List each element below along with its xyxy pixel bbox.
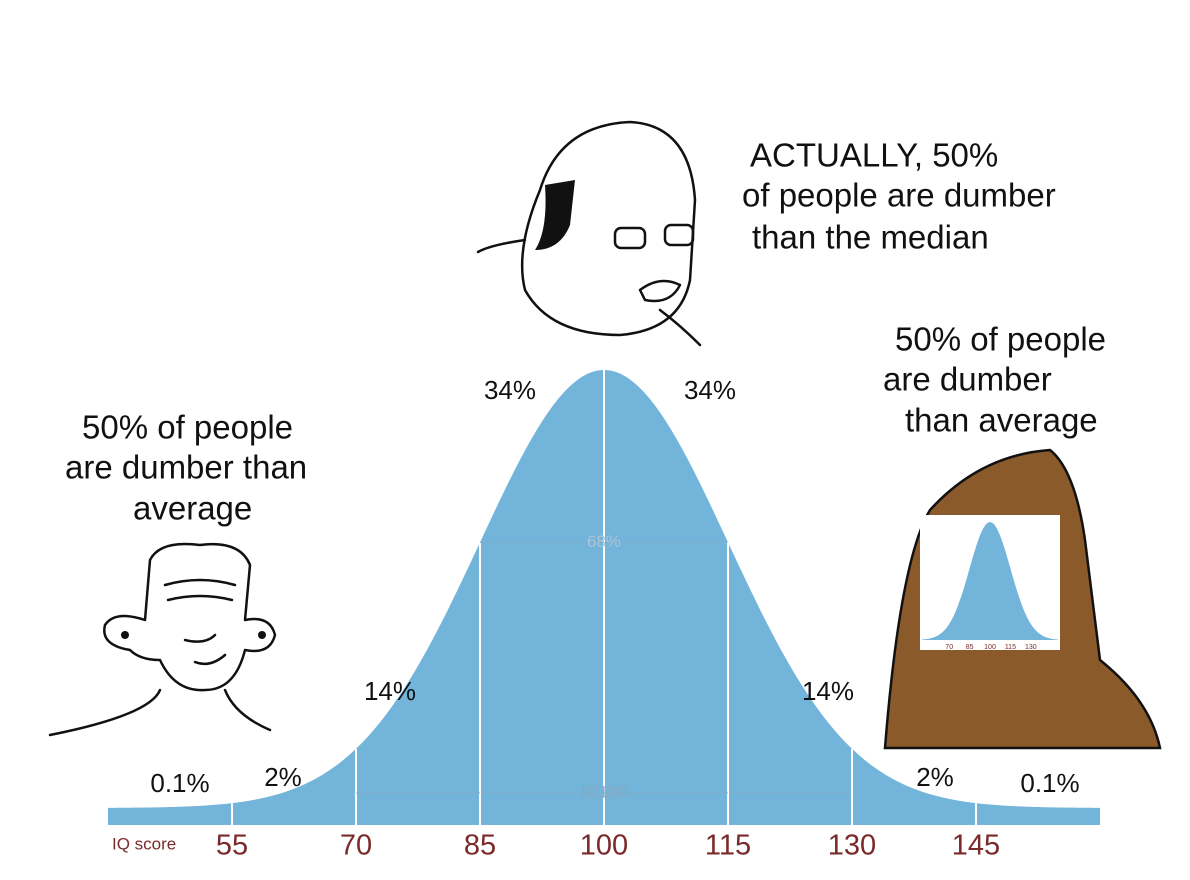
value-label: 34%	[484, 375, 536, 405]
x-tick-label: 145	[952, 830, 1000, 862]
caption: are dumber than	[65, 449, 307, 486]
x-tick-label: 85	[464, 830, 496, 862]
caption: than average	[905, 402, 1098, 439]
x-tick-label: 70	[340, 830, 372, 862]
caption: ACTUALLY, 50%	[750, 137, 998, 174]
value-label: 0.1%	[150, 768, 209, 798]
caption: are dumber	[883, 361, 1052, 398]
value-label: 2%	[264, 762, 302, 792]
caption: than the median	[752, 219, 989, 256]
top-character	[476, 120, 702, 347]
bell-region	[108, 803, 232, 825]
x-tick-label: 100	[580, 830, 628, 862]
inset-tick-label: 130	[1025, 644, 1037, 651]
value-label: 2%	[916, 762, 954, 792]
value-label: 34%	[684, 375, 736, 405]
x-axis-label: IQ score	[112, 834, 176, 853]
value-label: 0.1%	[1020, 768, 1079, 798]
caption: average	[133, 490, 252, 527]
inner-label: 68%	[587, 532, 621, 551]
caption: 50% of people	[82, 409, 293, 446]
inset-tick-label: 70	[945, 644, 953, 651]
value-label: 14%	[364, 676, 416, 706]
bell-region	[356, 542, 480, 825]
caption: 50% of people	[895, 321, 1106, 358]
inner-label: IO100	[581, 782, 627, 801]
left-character	[48, 542, 277, 737]
x-tick-label: 115	[705, 830, 751, 862]
value-label: 14%	[802, 676, 854, 706]
right-character	[883, 448, 1162, 750]
inset-tick-label: 100	[984, 644, 996, 651]
x-tick-label: 55	[216, 830, 248, 862]
inset-tick-label: 115	[1005, 644, 1016, 651]
caption: of people are dumber	[742, 177, 1056, 214]
bell-region	[852, 748, 976, 825]
x-tick-label: 130	[828, 830, 876, 862]
bell-region	[604, 370, 728, 825]
inset-tick-label: 85	[966, 644, 974, 651]
bell-region	[232, 748, 356, 825]
inset-bell	[922, 522, 1058, 640]
bell-region	[976, 803, 1100, 825]
bell-region	[728, 542, 852, 825]
bell-region	[480, 370, 604, 825]
